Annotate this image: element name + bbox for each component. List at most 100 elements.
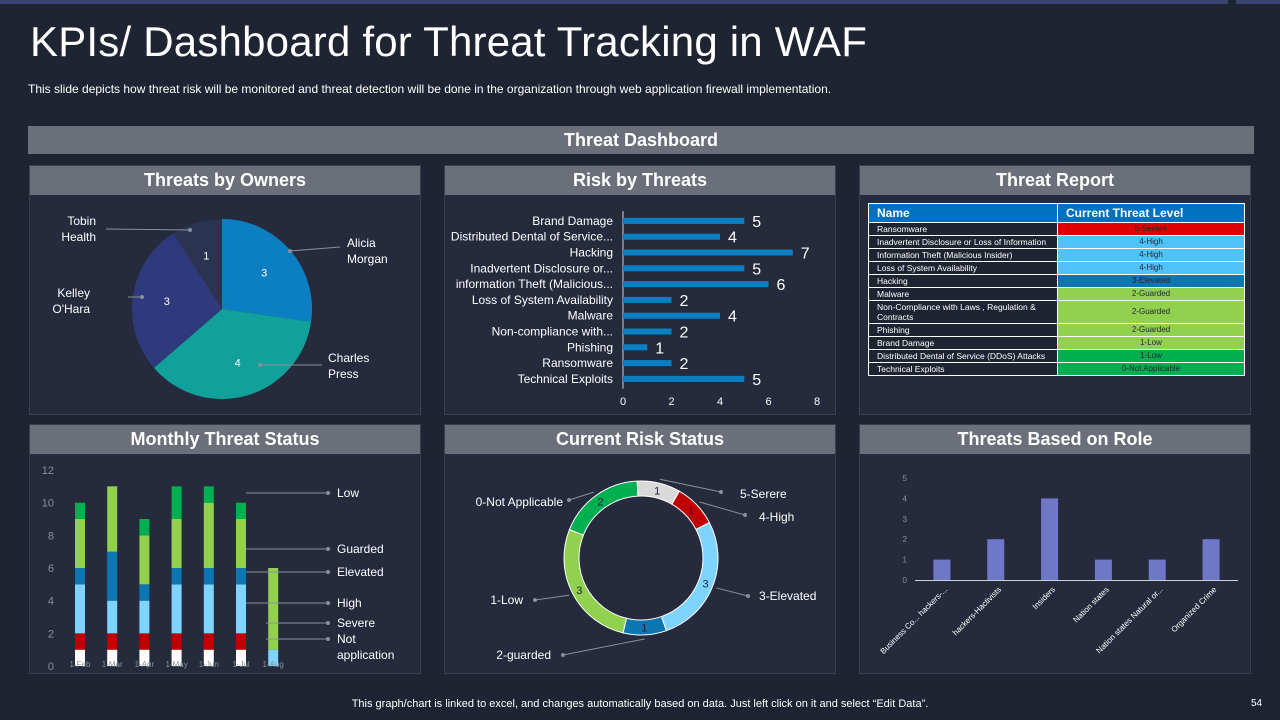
stacked-bar-segment <box>236 633 246 650</box>
panel-risk-by-threats: Risk by Threats Brand Damage 5 Distributed… <box>444 165 836 415</box>
panel-threat-report: Threat Report Name Current Threat Level … <box>859 165 1251 415</box>
x-tick-label: 1-Jun <box>199 660 219 669</box>
bar <box>623 375 745 382</box>
bar-category-label: Phishing <box>567 340 613 354</box>
leader-dot <box>188 228 192 232</box>
legend-label: Guarded <box>337 542 384 556</box>
leader-dot <box>567 498 571 502</box>
pie-slice <box>131 233 222 368</box>
y-tick-label: 10 <box>42 498 54 510</box>
risk-bar-chart[interactable]: Brand Damage 5 Distributed Dental of Servi… <box>445 195 835 415</box>
stacked-bar-segment <box>75 633 85 650</box>
table-row: Brand Damage 1-Low <box>868 336 1245 350</box>
threat-name-cell: Inadvertent Disclosure or Loss of Inform… <box>868 235 1058 249</box>
threat-level-cell: 4-High <box>1057 248 1245 262</box>
bar <box>623 312 720 319</box>
panel-title-report: Threat Report <box>860 166 1250 195</box>
table-header-name: Name <box>868 203 1058 223</box>
bar-category-label: Non-compliance with... <box>492 325 613 339</box>
bar-value-label: 2 <box>680 356 689 373</box>
x-tick-label: 4 <box>717 396 723 408</box>
threat-level-cell: 2-Guarded <box>1057 287 1245 301</box>
panel-title-owners: Threats by Owners <box>30 166 420 195</box>
stacked-bar-segment <box>139 519 150 536</box>
table-row: Information Theft (Malicious Insider) 4-H… <box>868 248 1245 262</box>
panel-title-role: Threats Based on Role <box>860 425 1250 454</box>
leader-dot <box>746 594 750 598</box>
bar-value-label: 6 <box>777 277 786 294</box>
table-row: Loss of System Availability 4-High <box>868 261 1245 275</box>
leader-dot <box>258 363 262 367</box>
stacked-bar-segment <box>139 633 150 650</box>
y-tick-label: 0 <box>48 661 54 673</box>
threat-name-cell: Technical Exploits <box>868 362 1058 376</box>
stacked-bar-segment <box>203 502 214 568</box>
stacked-bar-segment <box>203 633 214 650</box>
donut-segment <box>568 480 639 536</box>
stacked-bar-segment <box>75 584 85 634</box>
panel-current-risk-status: Current Risk Status 1 5-Serere 1 4-High 3 3-E… <box>444 424 836 674</box>
x-tick-label: hackers-Hactivists <box>951 585 1003 637</box>
x-tick-label: Business Co... hackers-... <box>879 585 950 656</box>
donut-category-label: 4-High <box>759 510 794 524</box>
threat-level-cell: 2-Guarded <box>1057 323 1245 337</box>
stacked-bar-segment <box>75 568 85 585</box>
y-tick-label: 4 <box>48 596 54 608</box>
bar-category-label: Inadvertent Disclosure or... <box>470 261 613 275</box>
x-tick-label: 2 <box>668 396 674 408</box>
bar <box>623 217 745 224</box>
table-row: Phishing 2-Guarded <box>868 323 1245 337</box>
x-tick-label: 1-May <box>165 660 187 669</box>
current-risk-donut-chart[interactable]: 1 5-Serere 1 4-High 3 3-Elevated 1 2-guarded 3 1-… <box>445 454 835 674</box>
bar-category-label: information Theft (Malicious... <box>456 277 613 291</box>
donut-segment <box>660 521 719 632</box>
pie-slice <box>153 309 312 400</box>
y-tick-label: 6 <box>48 563 54 575</box>
bar-category-label: Malware <box>568 309 614 323</box>
x-tick-label: 1-Feb <box>70 660 91 669</box>
pie-value-label: 3 <box>261 267 267 279</box>
y-tick-label: 12 <box>42 465 54 477</box>
stacked-bar-segment <box>75 502 85 519</box>
donut-category-label: 5-Serere <box>740 487 787 501</box>
pie-slice <box>222 219 312 322</box>
bar-value-label: 7 <box>801 246 810 263</box>
bar-value-label: 4 <box>728 230 737 247</box>
table-row: Inadvertent Disclosure or Loss of Inform… <box>868 235 1245 249</box>
bar-category-label: Hacking <box>570 246 613 260</box>
stacked-bar-segment <box>171 519 182 568</box>
bar-category-label: Brand Damage <box>532 214 613 228</box>
table-row: Non-Compliance with Laws , Regulation & … <box>868 300 1245 324</box>
x-tick-label: 1-Jul <box>232 660 250 669</box>
stacked-bar-segment <box>236 584 246 634</box>
bar-value-label: 5 <box>752 214 761 231</box>
legend-dot <box>326 621 330 625</box>
bar <box>623 328 672 335</box>
owners-pie-chart[interactable]: 3 Alicia Morgan 4 Charles Press 3 Kelley O'Hara 1… <box>30 195 420 415</box>
leader-line <box>105 228 191 231</box>
monthly-stacked-bar-chart[interactable]: 0 2 4 6 8 10 12 1-Feb 1-Mar 1-Apr 1-May 1-Jun 1-Jul 1… <box>30 454 420 674</box>
stacked-bar-segment <box>139 600 150 634</box>
pie-category-label: Charles Press <box>328 351 369 381</box>
stacked-bar-segment <box>236 502 246 519</box>
role-bar-chart[interactable]: 0 1 2 3 4 5 Business Co... hackers-... hackers-… <box>860 454 1250 674</box>
panel-title-monthly: Monthly Threat Status <box>30 425 420 454</box>
leader-line <box>534 594 570 601</box>
y-tick-label: 0 <box>903 576 908 585</box>
table-row: Ransomware 5-Severe <box>868 222 1245 236</box>
bar-value-label: 1 <box>655 340 664 357</box>
bar <box>623 344 648 351</box>
threat-name-cell: Phishing <box>868 323 1058 337</box>
threat-name-cell: Loss of System Availability <box>868 261 1058 275</box>
bar-value-label: 5 <box>752 372 761 389</box>
pie-category-label: Tobin Health <box>61 214 96 244</box>
pie-value-label: 1 <box>203 250 209 262</box>
bar <box>623 281 769 288</box>
threat-level-cell: 4-High <box>1057 261 1245 275</box>
stacked-bar-segment <box>139 535 150 585</box>
threat-name-cell: Malware <box>868 287 1058 301</box>
bar <box>1148 559 1166 580</box>
stacked-bar-segment <box>236 568 246 585</box>
bar-category-label: Ransomware <box>542 356 613 370</box>
y-tick-label: 5 <box>903 474 908 483</box>
